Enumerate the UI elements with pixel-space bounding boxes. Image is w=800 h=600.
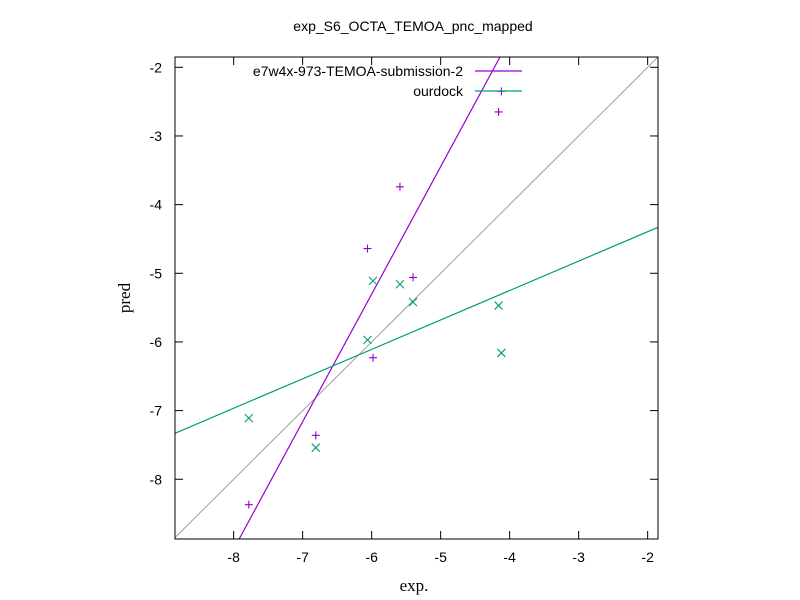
x-tick-label: -3 xyxy=(572,549,585,565)
x-tick-label: -4 xyxy=(503,549,516,565)
fit-line-series-1 xyxy=(238,56,501,540)
data-point-series-1 xyxy=(244,500,253,509)
x-tick-label: -8 xyxy=(227,549,240,565)
x-axis-title: exp. xyxy=(400,576,429,595)
identity-line xyxy=(174,56,659,538)
y-tick-label: -6 xyxy=(150,334,163,350)
y-tick-label: -3 xyxy=(150,128,163,144)
data-point-series-2 xyxy=(363,335,372,345)
data-point-series-1 xyxy=(369,353,378,362)
data-point-series-2 xyxy=(494,301,503,310)
data-point-series-1 xyxy=(409,273,418,282)
x-tick-label: -7 xyxy=(296,549,309,565)
data-point-series-2 xyxy=(311,443,321,453)
y-tick-label: -7 xyxy=(150,403,163,419)
data-point-series-1 xyxy=(311,431,320,440)
x-tick-label: -5 xyxy=(434,549,447,565)
legend: e7w4x-973-TEMOA-submission-2 ourdock xyxy=(253,63,522,99)
plot-frame xyxy=(174,56,659,540)
data-point-series-1 xyxy=(395,182,404,191)
legend-label-series-1: e7w4x-973-TEMOA-submission-2 xyxy=(253,63,463,79)
x-tick-label: -2 xyxy=(641,549,654,565)
y-tick-label: -8 xyxy=(150,471,163,487)
y-tick-label: -5 xyxy=(150,265,163,281)
data-point-series-2 xyxy=(496,348,506,358)
data-point-series-2 xyxy=(408,297,418,307)
chart-title: exp_S6_OCTA_TEMOA_pnc_mapped xyxy=(293,18,532,34)
fit-line-series-2 xyxy=(174,226,659,434)
x-tick-label: -6 xyxy=(365,549,378,565)
data-point-series-2 xyxy=(368,276,378,286)
legend-label-series-2: ourdock xyxy=(413,83,464,99)
data-point-series-1 xyxy=(494,107,503,116)
y-tick-label: -2 xyxy=(150,59,163,75)
y-axis-title: pred xyxy=(115,282,134,313)
data-point-series-2 xyxy=(395,279,405,289)
data-point-series-2 xyxy=(244,413,254,423)
y-tick-label: -4 xyxy=(150,197,163,213)
data-point-series-1 xyxy=(363,244,372,253)
